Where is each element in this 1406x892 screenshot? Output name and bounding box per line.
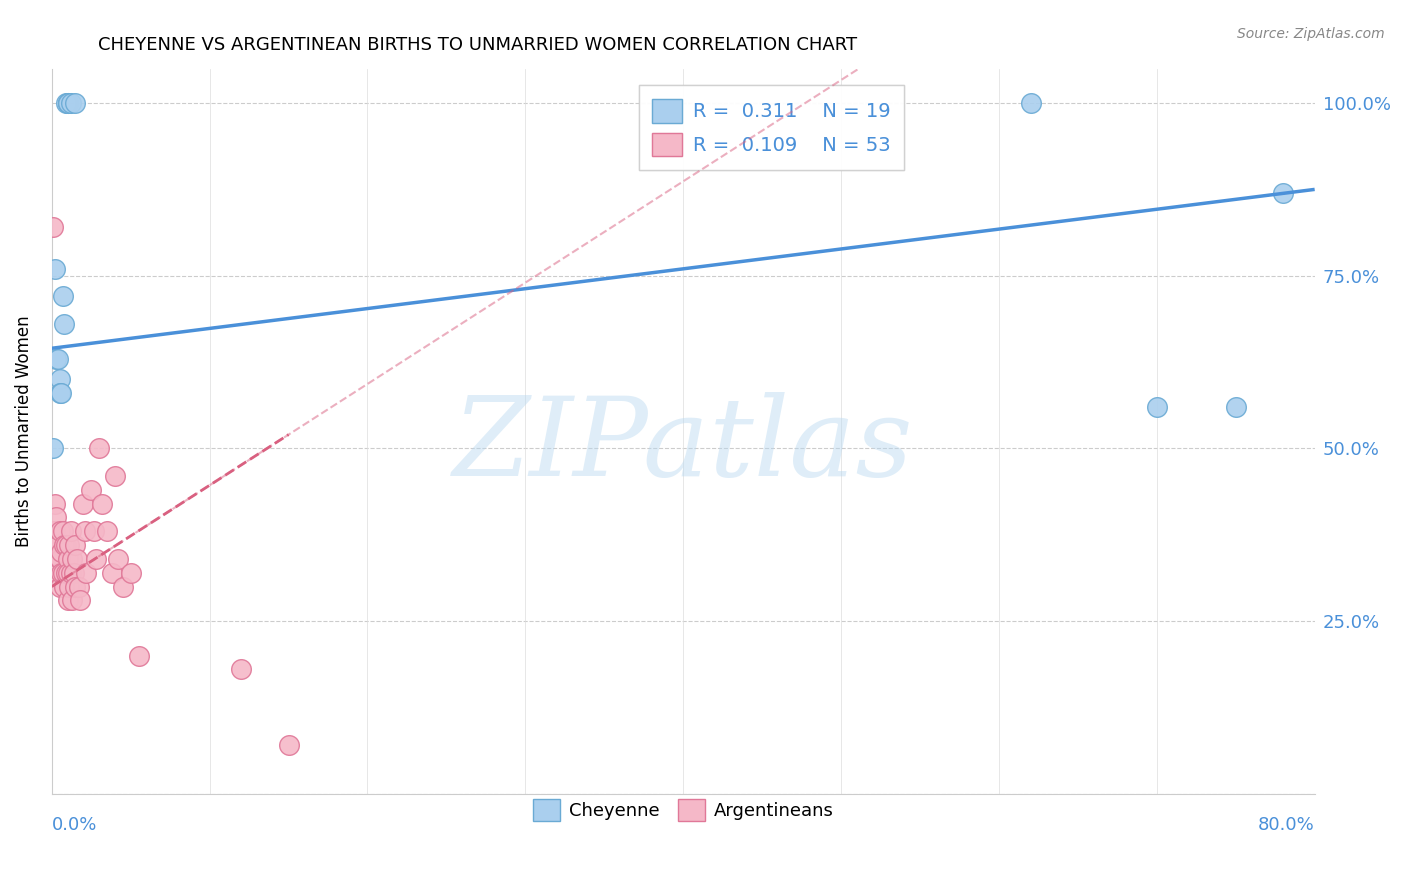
Point [48, 580, 70, 594]
Text: Source: ZipAtlas.com: Source: ZipAtlas.com [1237, 27, 1385, 41]
Point [59, 96, 82, 111]
Point [72, 497, 94, 511]
Point [46, 351, 69, 366]
Point [48, 386, 70, 401]
Point [58, 580, 80, 594]
Point [1146, 400, 1168, 414]
Point [60, 552, 83, 566]
Point [44, 524, 66, 539]
Point [56, 96, 79, 111]
Point [45, 510, 67, 524]
Text: 0.0%: 0.0% [52, 815, 97, 833]
Point [58, 538, 80, 552]
Point [67, 580, 90, 594]
Point [51, 386, 73, 401]
Point [55, 538, 77, 552]
Point [51, 566, 73, 580]
Point [55, 566, 77, 580]
Point [53, 317, 76, 331]
Point [46, 566, 69, 580]
Point [1272, 186, 1295, 200]
Point [107, 552, 129, 566]
Point [65, 96, 87, 111]
Point [91, 497, 114, 511]
Point [65, 580, 87, 594]
Point [231, 663, 253, 677]
Point [96, 524, 118, 539]
Point [56, 566, 79, 580]
Point [44, 497, 66, 511]
Point [51, 545, 73, 559]
Point [48, 524, 70, 539]
Point [65, 538, 87, 552]
Point [44, 261, 66, 276]
Point [53, 580, 76, 594]
Point [73, 524, 96, 539]
Point [52, 524, 75, 539]
Point [80, 483, 103, 497]
Point [42, 220, 65, 235]
Point [111, 580, 134, 594]
Point [1019, 96, 1042, 111]
Point [84, 552, 107, 566]
Point [87, 442, 110, 456]
Point [52, 289, 75, 303]
Point [66, 552, 89, 566]
Point [83, 524, 105, 539]
Point [128, 648, 150, 663]
Point [277, 739, 299, 753]
Point [120, 566, 142, 580]
Point [76, 566, 98, 580]
Point [104, 469, 127, 483]
Point [46, 538, 69, 552]
Point [52, 566, 75, 580]
Point [59, 566, 82, 580]
Point [63, 566, 86, 580]
Point [42, 545, 65, 559]
Point [100, 566, 122, 580]
Text: CHEYENNE VS ARGENTINEAN BIRTHS TO UNMARRIED WOMEN CORRELATION CHART: CHEYENNE VS ARGENTINEAN BIRTHS TO UNMARR… [98, 36, 858, 54]
Point [45, 552, 67, 566]
Point [48, 552, 70, 566]
Y-axis label: Births to Unmarried Women: Births to Unmarried Women [15, 316, 32, 547]
Point [42, 442, 65, 456]
Point [69, 593, 91, 607]
Point [59, 524, 82, 539]
Point [53, 538, 76, 552]
Legend: R =  0.311    N = 19, R =  0.109    N = 53: R = 0.311 N = 19, R = 0.109 N = 53 [638, 86, 904, 169]
Text: 80.0%: 80.0% [1258, 815, 1315, 833]
Point [42, 524, 65, 539]
Point [1225, 400, 1247, 414]
Point [45, 351, 67, 366]
Point [48, 372, 70, 386]
Point [56, 552, 79, 566]
Text: ZIPatlas: ZIPatlas [453, 392, 914, 500]
Point [55, 96, 77, 111]
Point [60, 593, 83, 607]
Point [56, 96, 79, 111]
Point [56, 96, 79, 111]
Point [45, 538, 67, 552]
Point [56, 593, 79, 607]
